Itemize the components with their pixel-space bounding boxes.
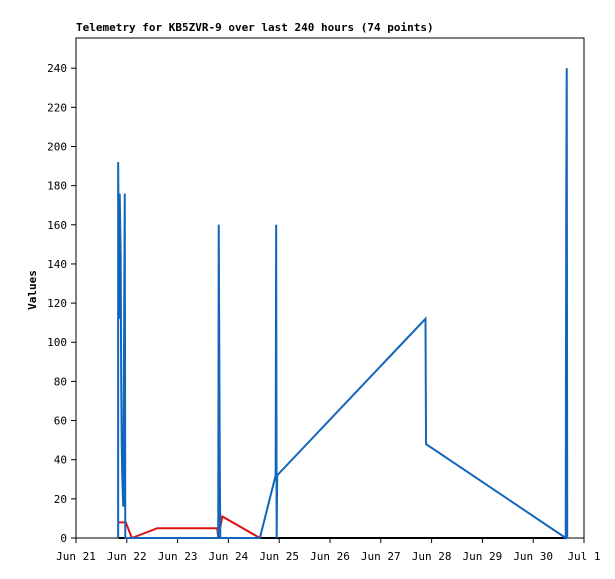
y-tick-label: 60 — [54, 415, 67, 428]
y-tick-label: 120 — [47, 297, 67, 310]
x-tick-label: Jun 29 — [463, 550, 503, 563]
y-tick-label: 0 — [60, 532, 67, 545]
y-tick-label: 180 — [47, 180, 67, 193]
x-tick-label: Jun 26 — [310, 550, 350, 563]
y-tick-label: 220 — [47, 101, 67, 114]
x-tick-label: Jun 25 — [259, 550, 299, 563]
series-line — [117, 68, 569, 540]
x-tick-label: Jun 27 — [361, 550, 401, 563]
y-tick-label: 160 — [47, 219, 67, 232]
y-tick-label: 20 — [54, 493, 67, 506]
x-tick-label: Jun 28 — [412, 550, 452, 563]
y-tick-label: 100 — [47, 336, 67, 349]
y-tick-label: 140 — [47, 258, 67, 271]
x-tick-label: Jun 23 — [158, 550, 198, 563]
chart-title: Telemetry for KB5ZVR-9 over last 240 hou… — [76, 21, 434, 34]
x-tick-label: Jul 1 — [567, 550, 600, 563]
x-tick-label: Jun 24 — [209, 550, 249, 563]
y-axis-label: Values — [26, 270, 39, 310]
x-tick-label: Jun 21 — [56, 550, 96, 563]
y-tick-label: 240 — [47, 62, 67, 75]
x-tick-label: Jun 30 — [513, 550, 553, 563]
series-line — [118, 514, 261, 540]
plot-frame — [75, 37, 585, 539]
x-tick-label: Jun 22 — [107, 550, 147, 563]
y-tick-label: 200 — [47, 140, 67, 153]
y-tick-label: 40 — [54, 454, 67, 467]
y-tick-label: 80 — [54, 375, 67, 388]
